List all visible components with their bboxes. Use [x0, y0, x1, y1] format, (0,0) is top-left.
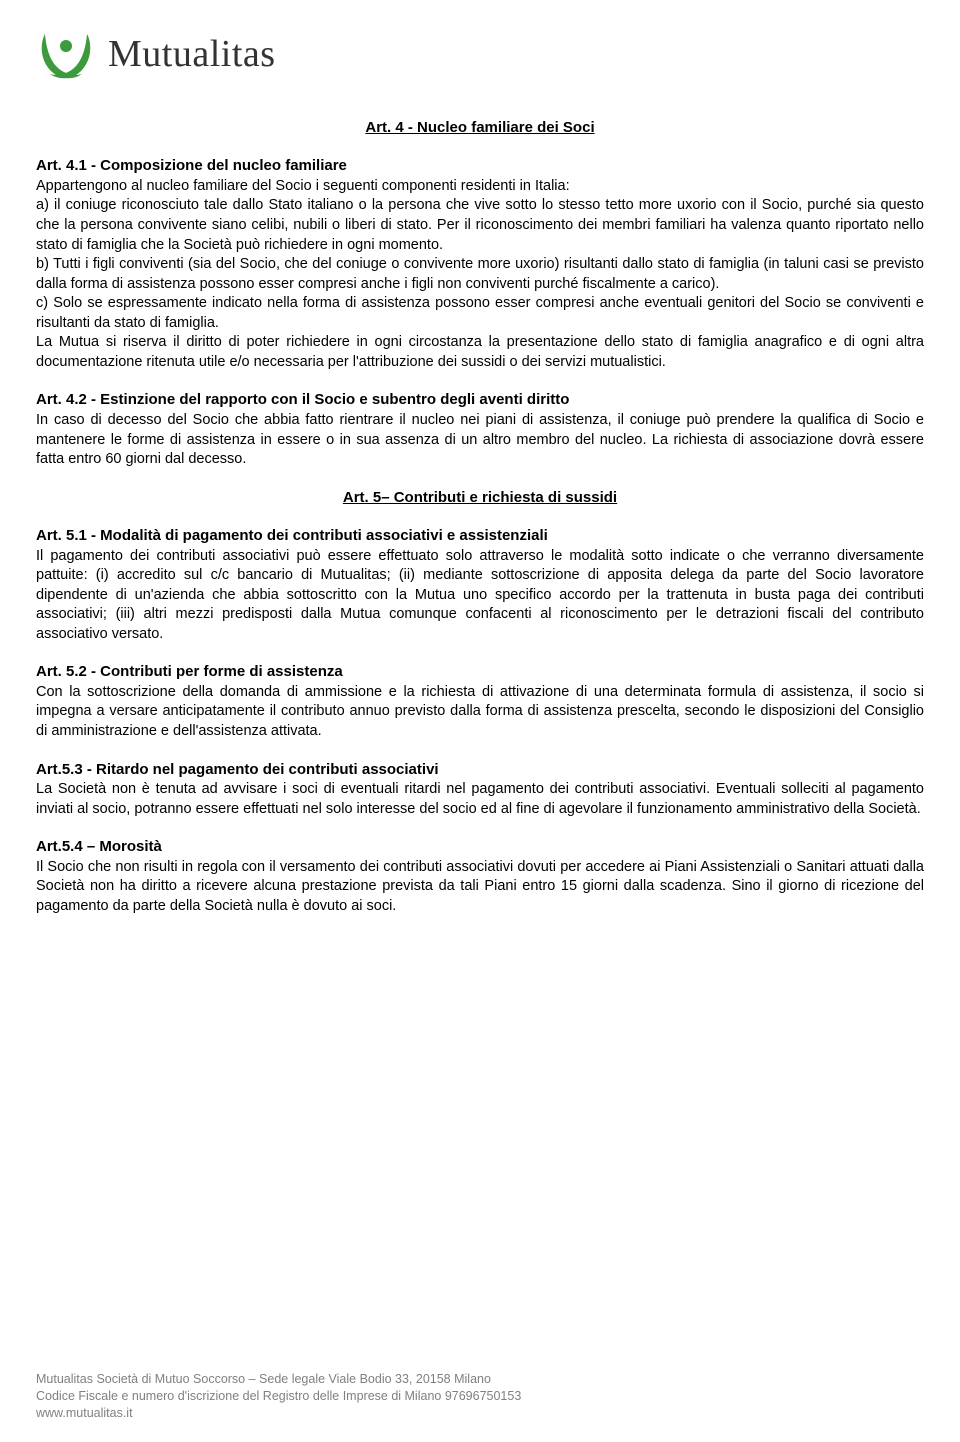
article-5-4-block: Art.5.4 – Morosità Il Socio che non risu…	[36, 837, 924, 916]
article-5-4-heading: Art.5.4 – Morosità	[36, 838, 162, 855]
logo-wordmark: Mutualitas	[108, 29, 276, 80]
article-4-2-body: In caso di decesso del Socio che abbia f…	[36, 412, 924, 467]
article-5-1-block: Art. 5.1 - Modalità di pagamento dei con…	[36, 526, 924, 644]
article-4-2-block: Art. 4.2 - Estinzione del rapporto con i…	[36, 390, 924, 469]
article-4-2-heading: Art. 4.2 - Estinzione del rapporto con i…	[36, 391, 569, 408]
article-5-3-body: La Società non è tenuta ad avvisare i so…	[36, 781, 924, 817]
article-5-1-body: Il pagamento dei contributi associativi …	[36, 548, 924, 642]
article-5-4-body: Il Socio che non risulti in regola con i…	[36, 859, 924, 914]
article-5-3-heading: Art.5.3 - Ritardo nel pagamento dei cont…	[36, 761, 439, 778]
article-4-1-body: Appartengono al nucleo familiare del Soc…	[36, 178, 924, 370]
article-5-2-heading: Art. 5.2 - Contributi per forme di assis…	[36, 663, 343, 680]
page-footer: Mutualitas Società di Mutuo Soccorso – S…	[0, 1371, 960, 1422]
footer-line-2: Codice Fiscale e numero d'iscrizione del…	[36, 1388, 924, 1405]
brand-logo: Mutualitas	[36, 26, 924, 84]
article-5-1-heading: Art. 5.1 - Modalità di pagamento dei con…	[36, 527, 548, 544]
article-4-1-heading: Art. 4.1 - Composizione del nucleo famil…	[36, 157, 347, 174]
article-5-2-block: Art. 5.2 - Contributi per forme di assis…	[36, 662, 924, 741]
article-5-title: Art. 5– Contributi e richiesta di sussid…	[36, 488, 924, 508]
article-4-1-block: Art. 4.1 - Composizione del nucleo famil…	[36, 156, 924, 372]
footer-line-3: www.mutualitas.it	[36, 1405, 924, 1422]
article-5-3-block: Art.5.3 - Ritardo nel pagamento dei cont…	[36, 760, 924, 820]
footer-line-1: Mutualitas Società di Mutuo Soccorso – S…	[36, 1371, 924, 1388]
logo-mark-icon	[36, 26, 96, 84]
article-5-2-body: Con la sottoscrizione della domanda di a…	[36, 684, 924, 739]
article-4-title: Art. 4 - Nucleo familiare dei Soci	[36, 118, 924, 138]
